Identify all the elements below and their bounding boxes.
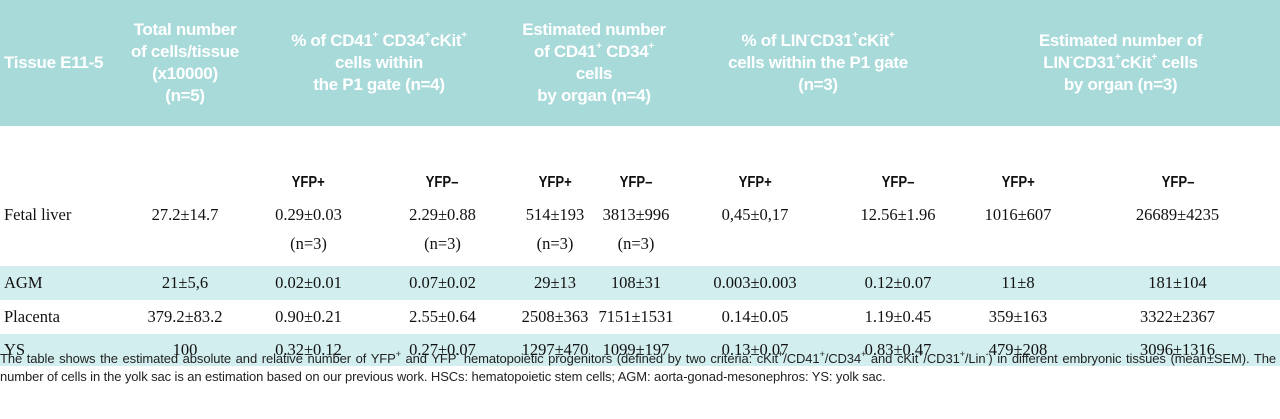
cell-tissue: AGM bbox=[0, 266, 125, 300]
subheader-empty bbox=[0, 126, 125, 198]
cell-est-cd41-plus: 29±13 bbox=[513, 266, 597, 300]
cell-total: 379.2±83.2 bbox=[147, 307, 223, 326]
cell-est-lin-minus: 3322±2367 bbox=[1139, 307, 1216, 326]
subheader-yfp-plus: YFP+ bbox=[291, 174, 326, 191]
cell-pct-lin-minus: 1.19±0.45 bbox=[864, 307, 932, 326]
cell-pct-lin-minus: 12.56±1.96 bbox=[860, 205, 936, 224]
table-row-agm: AGM 21±5,6 0.02±0.01 0.07±0.02 29±13 108… bbox=[0, 266, 1280, 300]
data-table: Tissue E11-5 Total number of cells/tissu… bbox=[0, 0, 1280, 366]
cell-pct-cd41-minus: (n=3) bbox=[424, 234, 461, 253]
cell-pct-cd41-plus: 0.02±0.01 bbox=[245, 266, 372, 300]
cell-est-lin-plus: 479±208 bbox=[961, 334, 1076, 366]
cell-est-lin-minus: 181±104 bbox=[1075, 266, 1280, 300]
table-header-row: Tissue E11-5 Total number of cells/tissu… bbox=[0, 0, 1280, 126]
cell-est-cd41-minus: 3813±996 bbox=[602, 205, 670, 224]
cell-est-cd41-minus: 1099±197 bbox=[597, 334, 675, 366]
subheader-yfp-minus: YFP– bbox=[881, 174, 915, 191]
table-row-placenta: Placenta 379.2±83.2 0.90±0.21 2.55±0.64 … bbox=[0, 300, 1280, 334]
cell-est-cd41-minus: 7151±1531 bbox=[598, 307, 674, 326]
cell-est-lin-plus: 11±8 bbox=[961, 266, 1076, 300]
cell-pct-lin-plus: 0.14±0.05 bbox=[721, 307, 789, 326]
cell-pct-cd41-minus: 0.27±0.07 bbox=[372, 334, 513, 366]
cell-pct-cd41-minus: 2.29±0.88 bbox=[409, 205, 476, 224]
subheader-yfp-minus: YFP– bbox=[619, 174, 653, 191]
cell-pct-lin-minus: 0.83±0.47 bbox=[835, 334, 962, 366]
cell-tissue: Placenta bbox=[4, 307, 60, 326]
cell-pct-cd41-plus: 0.29±0.03 bbox=[275, 205, 342, 224]
cell-est-lin-minus bbox=[1075, 232, 1280, 266]
cell-est-cd41-minus: 108±31 bbox=[597, 266, 675, 300]
header-tissue: Tissue E11-5 bbox=[0, 0, 125, 126]
cell-pct-cd41-plus: (n=3) bbox=[290, 234, 327, 253]
cell-total: 27.2±14.7 bbox=[151, 205, 219, 224]
cell-pct-lin-minus: 0.12±0.07 bbox=[835, 266, 962, 300]
header-total-cells: Total number of cells/tissue (x10000) (n… bbox=[125, 0, 245, 126]
table-row-fetal-liver-n: (n=3) (n=3) (n=3) (n=3) bbox=[0, 232, 1280, 266]
cell-pct-cd41-minus: 0.07±0.02 bbox=[372, 266, 513, 300]
cell-est-cd41-plus: 2508±363 bbox=[521, 307, 589, 326]
cell-est-lin-plus: 359±163 bbox=[988, 307, 1048, 326]
cell-est-cd41-plus: 1297±470 bbox=[513, 334, 597, 366]
cell-tissue: Fetal liver bbox=[4, 205, 72, 224]
subheader-yfp-plus: YFP+ bbox=[738, 174, 772, 191]
header-pct-lin: % of LIN-CD31+cKit+ cells within the P1 … bbox=[675, 0, 962, 126]
header-pct-cd41: % of CD41+ CD34+cKit+ cells within the P… bbox=[245, 0, 513, 126]
cell-pct-lin-plus: 0.13±0.07 bbox=[675, 334, 835, 366]
cell-est-lin-minus: 3096±1316 bbox=[1075, 334, 1280, 366]
cell-pct-lin-minus bbox=[835, 232, 961, 266]
cell-est-lin-plus bbox=[961, 232, 1075, 266]
cell-total bbox=[125, 232, 245, 266]
cell-pct-lin-plus: 0,45±0,17 bbox=[721, 205, 789, 224]
subheader-yfp-minus: YFP– bbox=[1161, 174, 1194, 191]
cell-pct-lin-plus bbox=[675, 232, 835, 266]
header-est-lin: Estimated number of LIN-CD31+cKit+ cells… bbox=[961, 0, 1280, 126]
header-est-cd41: Estimated number of CD41+ CD34+ cells by… bbox=[513, 0, 675, 126]
cell-est-cd41-minus: (n=3) bbox=[617, 234, 655, 253]
table-caption: The table shows the estimated absolute a… bbox=[0, 348, 1276, 384]
subheader-empty bbox=[125, 126, 245, 198]
cell-pct-cd41-plus: 0.90±0.21 bbox=[275, 307, 342, 326]
cell-pct-cd41-minus: 2.55±0.64 bbox=[409, 307, 476, 326]
cell-est-cd41-plus: (n=3) bbox=[536, 234, 574, 253]
subheader-yfp-plus: YFP+ bbox=[1001, 174, 1035, 191]
cell-tissue: YS bbox=[0, 334, 125, 366]
cell-est-lin-minus: 26689±4235 bbox=[1135, 205, 1220, 224]
cell-pct-cd41-plus: 0.32±0.12 bbox=[245, 334, 372, 366]
cell-pct-lin-plus: 0.003±0.003 bbox=[675, 266, 835, 300]
cell-total: 100 bbox=[125, 334, 245, 366]
cell-tissue bbox=[0, 232, 125, 266]
cell-est-lin-plus: 1016±607 bbox=[984, 205, 1052, 224]
subheader-yfp-minus: YFP– bbox=[426, 174, 459, 191]
table-row-ys: YS 100 0.32±0.12 0.27±0.07 1297±470 1099… bbox=[0, 334, 1280, 366]
table-subheader-row: YFP+ YFP– YFP+ YFP– YFP+ YFP– YFP+ YFP– bbox=[0, 126, 1280, 198]
cell-est-cd41-plus: 514±193 bbox=[525, 205, 585, 224]
subheader-yfp-plus: YFP+ bbox=[538, 174, 572, 191]
table-row-fetal-liver: Fetal liver 27.2±14.7 0.29±0.03 2.29±0.8… bbox=[0, 198, 1280, 232]
cell-total: 21±5,6 bbox=[125, 266, 245, 300]
